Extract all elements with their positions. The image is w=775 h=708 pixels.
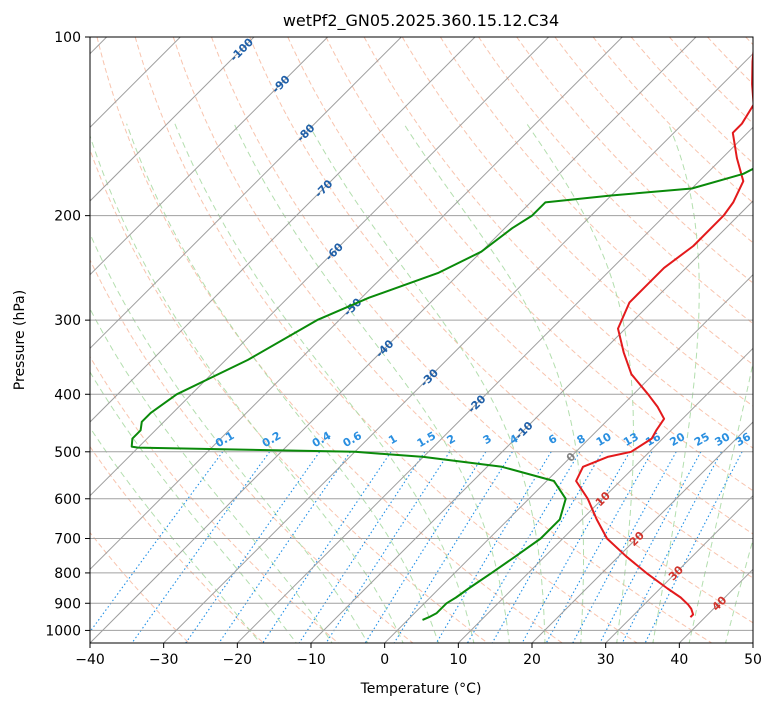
isotherm-line [162,52,753,643]
dry-adiabat-line [90,355,339,643]
x-tick-label: −10 [296,652,326,668]
dry-adiabat-line [90,258,414,643]
dry-adiabat-line [325,37,753,492]
chart-title: wetPf2_GN05.2025.360.15.12.C34 [283,11,559,31]
moist-adiabat-line [90,371,297,643]
x-axis-label: Temperature (°C) [360,681,482,697]
y-tick-label: 600 [54,492,81,508]
dry-adiabat-line [516,37,753,284]
dry-adiabat-line [211,37,753,624]
moist-adiabat-line [90,134,404,643]
dry-adiabat-line [401,37,753,407]
temperature-trace [575,46,753,618]
isotherm-line [383,273,753,643]
dry-adiabat-line [90,531,190,643]
x-tick-label: 30 [597,652,615,668]
x-tick-label: 0 [380,652,389,668]
mixing-ratio-line [364,451,487,643]
isotherm-line [90,37,182,129]
isotherm-line [90,37,697,643]
isotherms [90,37,753,643]
plot-frame [89,36,754,644]
moist-adiabat-line [526,123,634,643]
isotherm-line [90,37,255,202]
y-tick-label: 800 [54,566,81,582]
y-tick-label: 500 [54,445,81,461]
moist-adiabat-line [688,361,753,643]
mixing-ratio-line [545,451,653,643]
y-tick-label: 200 [54,209,81,225]
mixing-ratio-line [572,451,677,643]
isotherm-line [531,421,753,643]
dry-adiabat-line [592,37,753,204]
y-tick-label: 700 [54,532,81,548]
y-tick-label: 400 [54,387,81,403]
isotherm-line [90,37,476,423]
moist-adiabat-line [652,123,700,643]
isotherm-line [90,37,624,571]
y-tick-label: 100 [54,30,81,46]
mixing-ratio-line [131,451,271,643]
dry-adiabat-line [172,37,713,643]
mixing-ratio-line [393,451,513,643]
x-axis-ticks: −40 −30 −20 −10 0 10 20 30 40 50 [75,643,762,668]
isotherm-line [457,347,753,643]
isobars [90,37,753,631]
mixing-ratio-line [298,451,426,643]
isotherm-line [90,37,550,497]
x-tick-label: 20 [523,652,541,668]
isotherm-line [90,37,403,350]
moist-adiabat-line [725,537,753,643]
x-tick-label: −40 [75,652,105,668]
x-tick-label: 40 [670,652,688,668]
y-axis-label: Pressure (hPa) [12,290,28,390]
isotherm-line [236,126,753,643]
dewpoint-trace [130,167,753,621]
x-tick-label: −20 [223,652,253,668]
isotherm-line [90,37,329,276]
mixing-ratio-line [325,451,451,643]
x-tick-label: 50 [744,652,762,668]
isotherm-line [310,200,753,643]
dry-adiabat-line [96,37,564,643]
dry-adiabat-line [90,148,489,643]
profile-traces [130,46,753,621]
moist-adiabat-line [307,123,546,643]
dry-adiabat-line [478,37,753,325]
y-axis-ticks: 100 200 300 400 500 600 700 800 900 1000 [45,30,90,639]
dry-adiabat-line [134,37,638,643]
y-tick-label: 300 [54,313,81,329]
dry-adiabat-line [439,37,753,366]
x-tick-label: 10 [449,652,467,668]
mixing-ratio-line [262,451,392,643]
mixing-ratio-line [185,451,321,643]
dry-adiabats [90,37,753,643]
x-tick-label: −30 [149,652,179,668]
isotherm-line [604,494,753,643]
mixing-ratio-line [521,451,631,643]
mixing-ratio-line [218,451,351,643]
y-tick-label: 900 [54,596,81,612]
plot-area: -100-90-80-70-60-50-40-30-20-10010203040… [90,37,753,643]
moist-adiabat-line [90,426,261,643]
y-tick-label: 1000 [45,623,81,639]
moist-adiabat-line [174,123,475,643]
dry-adiabat-line [287,37,753,535]
